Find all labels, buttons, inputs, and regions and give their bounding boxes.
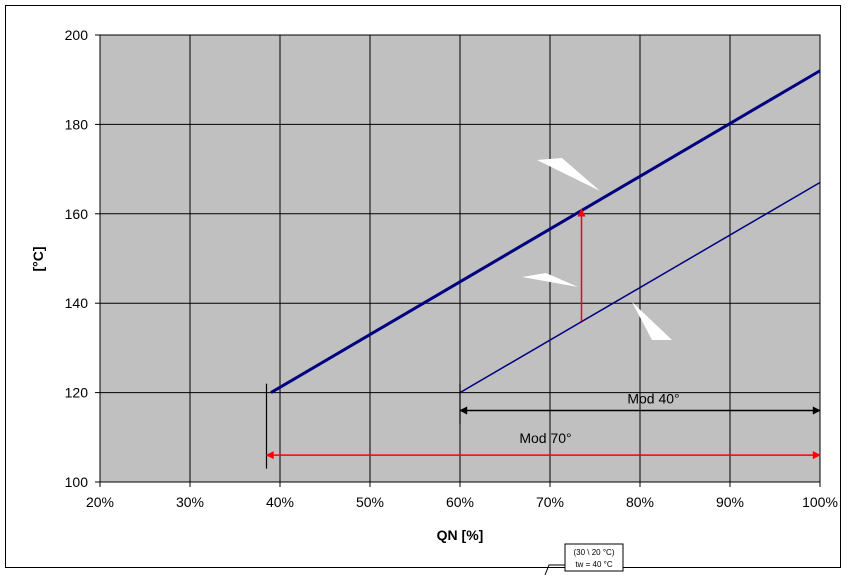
chart-frame <box>5 5 841 568</box>
callout-pointer-lower <box>632 302 672 340</box>
note-line-2: tw = 40 °C <box>575 560 612 569</box>
x-tick-label: 70% <box>536 494 564 510</box>
x-tick-label: 60% <box>446 494 474 510</box>
x-tick-label: 90% <box>716 494 744 510</box>
mod40-label: Mod 40° <box>627 390 679 406</box>
note-line-1: (30 \ 20 °C) <box>574 548 615 557</box>
annotation-layer: Mod 40° Mod 70° <box>265 208 821 469</box>
x-axis-label: QN [%] <box>437 527 484 543</box>
note-box-frame <box>564 543 624 572</box>
callout-pointer-upper <box>537 158 600 191</box>
x-tick-label: 50% <box>356 494 384 510</box>
y-tick-label: 120 <box>65 385 89 401</box>
note-box: (30 \ 20 °C) tw = 40 °C <box>544 543 624 576</box>
x-tick-label: 20% <box>86 494 114 510</box>
x-tick-label: 40% <box>266 494 294 510</box>
x-tick-label: 80% <box>626 494 654 510</box>
tick-marks <box>95 34 821 487</box>
y-axis-label: [°C] <box>30 246 46 271</box>
y-tick-label: 180 <box>65 116 89 132</box>
mod70-label: Mod 70° <box>519 430 571 446</box>
x-tick-label: 30% <box>176 494 204 510</box>
y-tick-label: 100 <box>65 474 89 490</box>
callout-pointer-middle <box>522 273 578 287</box>
x-tick-label: 100% <box>802 494 838 510</box>
y-tick-label: 160 <box>65 206 89 222</box>
y-tick-label: 140 <box>65 295 89 311</box>
series-line-2 <box>459 181 821 394</box>
series-layer <box>270 69 821 394</box>
tick-labels: 20% 30% 40% 50% 60% 70% 80% 90% 100% 100 120 140 160… <box>65 27 838 510</box>
callout-pointers <box>522 158 672 340</box>
series-line-1 <box>270 69 821 394</box>
y-tick-label: 200 <box>65 27 89 43</box>
note-leader-line <box>544 564 565 576</box>
